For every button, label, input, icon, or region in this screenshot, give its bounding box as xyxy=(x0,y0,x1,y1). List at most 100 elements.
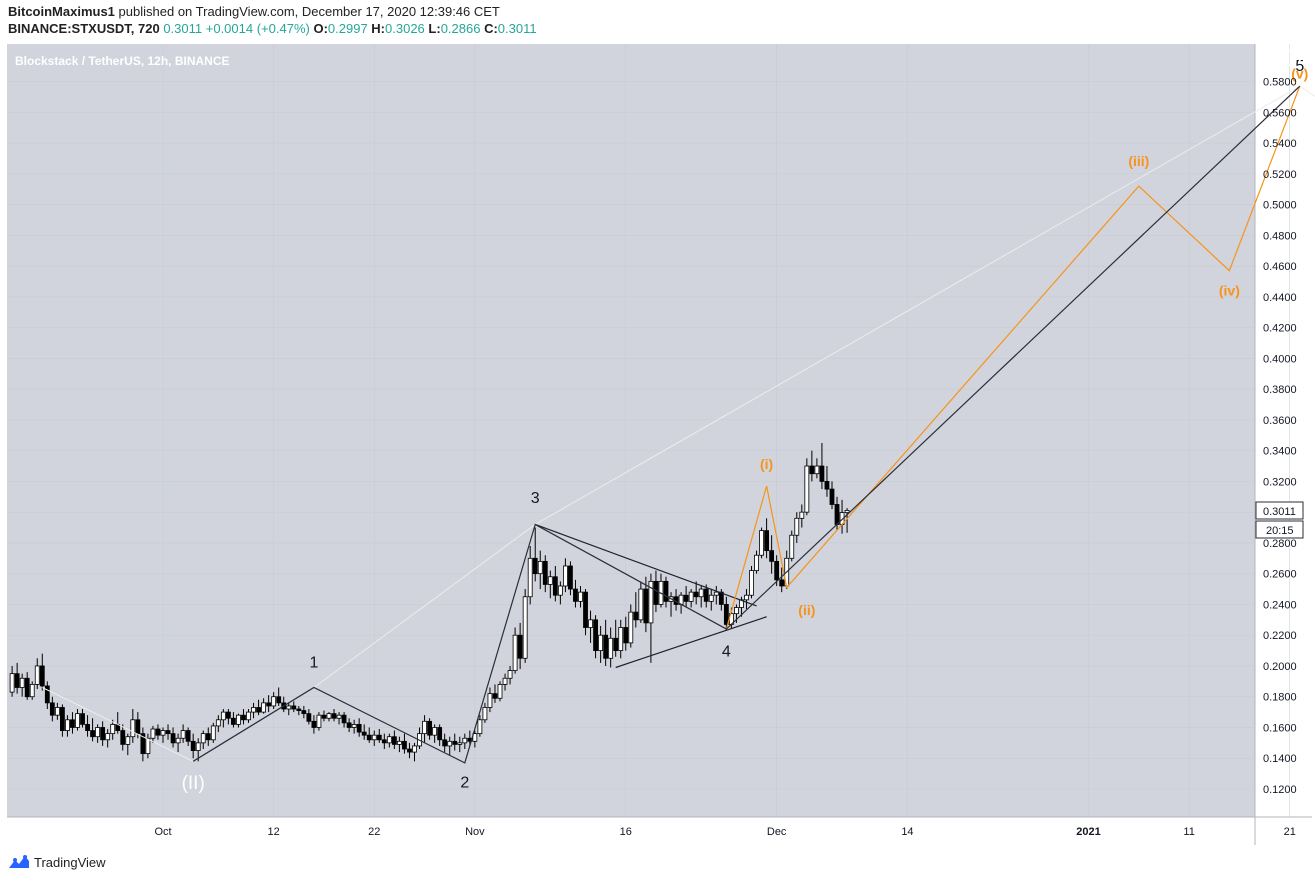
price-tick-label: 0.4000 xyxy=(1263,353,1297,365)
high-value: 0.3026 xyxy=(385,21,425,36)
candle-up xyxy=(628,611,634,644)
price-tick-label: 0.5200 xyxy=(1263,169,1297,181)
tradingview-brand[interactable]: TradingView xyxy=(8,854,106,870)
price-tick-label: 0.1400 xyxy=(1263,753,1297,765)
candle xyxy=(90,718,95,742)
candle-down xyxy=(165,730,171,735)
candle-up xyxy=(386,736,392,744)
candle xyxy=(366,727,372,743)
candle-up xyxy=(175,737,181,744)
wave-label: (i) xyxy=(760,456,773,472)
candle-down xyxy=(311,720,317,728)
candle xyxy=(447,736,453,756)
open-label: O: xyxy=(313,21,328,36)
candle-up xyxy=(9,673,15,693)
candle-up xyxy=(648,580,654,624)
price-tick-label: 0.5600 xyxy=(1263,107,1297,119)
candle xyxy=(29,681,35,700)
candle xyxy=(759,527,764,559)
candle-down xyxy=(14,673,20,688)
candle xyxy=(412,742,417,762)
candle xyxy=(829,481,835,510)
candle-down xyxy=(291,705,297,710)
candle-down xyxy=(231,717,236,725)
candle-up xyxy=(477,719,483,735)
candle-down xyxy=(623,627,629,644)
candle xyxy=(9,665,15,697)
candle-down xyxy=(427,720,432,736)
candle xyxy=(386,733,392,748)
time-ticks: 14Oct1222Nov16Dec1420211121Feb xyxy=(154,826,1295,838)
open-value: 0.2997 xyxy=(327,21,368,36)
candle xyxy=(65,715,70,737)
candle-up xyxy=(130,719,136,738)
price-axis[interactable] xyxy=(1255,44,1312,817)
candle-up xyxy=(794,517,800,536)
candle-down xyxy=(135,719,141,735)
candle xyxy=(653,570,659,613)
candle-down xyxy=(663,580,669,602)
candles xyxy=(9,442,850,762)
candle-up xyxy=(527,557,533,598)
candle-down xyxy=(391,736,397,745)
candle xyxy=(809,450,815,482)
candle xyxy=(442,733,448,753)
candle-down xyxy=(829,488,835,505)
candle-down xyxy=(356,724,362,733)
candle xyxy=(175,733,181,753)
candle-up xyxy=(708,594,714,602)
price-tick-label: 0.1600 xyxy=(1263,722,1297,734)
time-axis[interactable] xyxy=(7,817,1312,845)
wave-label: (v) xyxy=(1291,65,1308,81)
candle-down xyxy=(824,480,830,490)
chart-title: Blockstack / TetherUS, 12h, BINANCE xyxy=(15,54,230,68)
candle xyxy=(708,589,714,611)
candle-down xyxy=(703,588,709,602)
candle xyxy=(779,567,785,593)
candle xyxy=(633,592,639,628)
candle xyxy=(336,712,342,725)
candle xyxy=(100,721,106,746)
candle xyxy=(150,725,156,743)
candle xyxy=(215,715,221,733)
price-tick-label: 0.3800 xyxy=(1263,384,1297,396)
candle-down xyxy=(120,730,126,745)
plot-area[interactable] xyxy=(7,44,1255,817)
candle xyxy=(688,589,694,608)
candle-down xyxy=(517,634,523,659)
candle-down xyxy=(437,727,443,741)
candle xyxy=(276,687,282,706)
candle xyxy=(160,727,166,743)
candle-down xyxy=(583,591,588,628)
candle xyxy=(517,622,523,670)
candle-up xyxy=(522,596,528,659)
candle xyxy=(291,701,297,713)
candle-up xyxy=(688,591,694,602)
candle xyxy=(266,695,272,713)
candle-up xyxy=(754,554,759,572)
candle xyxy=(437,724,443,746)
brand-name: TradingView xyxy=(34,854,106,870)
publisher-name[interactable]: BitcoinMaximus1 xyxy=(8,4,115,19)
price-tick-label: 0.1800 xyxy=(1263,692,1297,704)
price-ticks: 0.1200 0.1400 0.1600 0.1800 0.2000 0.2200 0.24… xyxy=(1263,77,1297,796)
candle xyxy=(643,576,649,633)
candle-up xyxy=(638,588,644,621)
candle xyxy=(814,458,820,479)
candle-up xyxy=(397,740,402,745)
candle xyxy=(210,722,216,743)
candle xyxy=(341,712,347,728)
wave-drawings[interactable] xyxy=(42,85,1315,764)
candle xyxy=(256,699,261,716)
wave-label: 2 xyxy=(460,774,469,791)
candle-up xyxy=(462,737,468,744)
candle-up xyxy=(105,733,111,741)
candle xyxy=(462,733,468,750)
candle-up xyxy=(578,591,583,602)
low-value: 0.2866 xyxy=(440,21,481,36)
candle xyxy=(744,589,749,610)
candle-down xyxy=(256,707,261,713)
symbol-label: BINANCE:STXUSDT, 720 xyxy=(8,21,160,36)
candle xyxy=(34,658,40,690)
